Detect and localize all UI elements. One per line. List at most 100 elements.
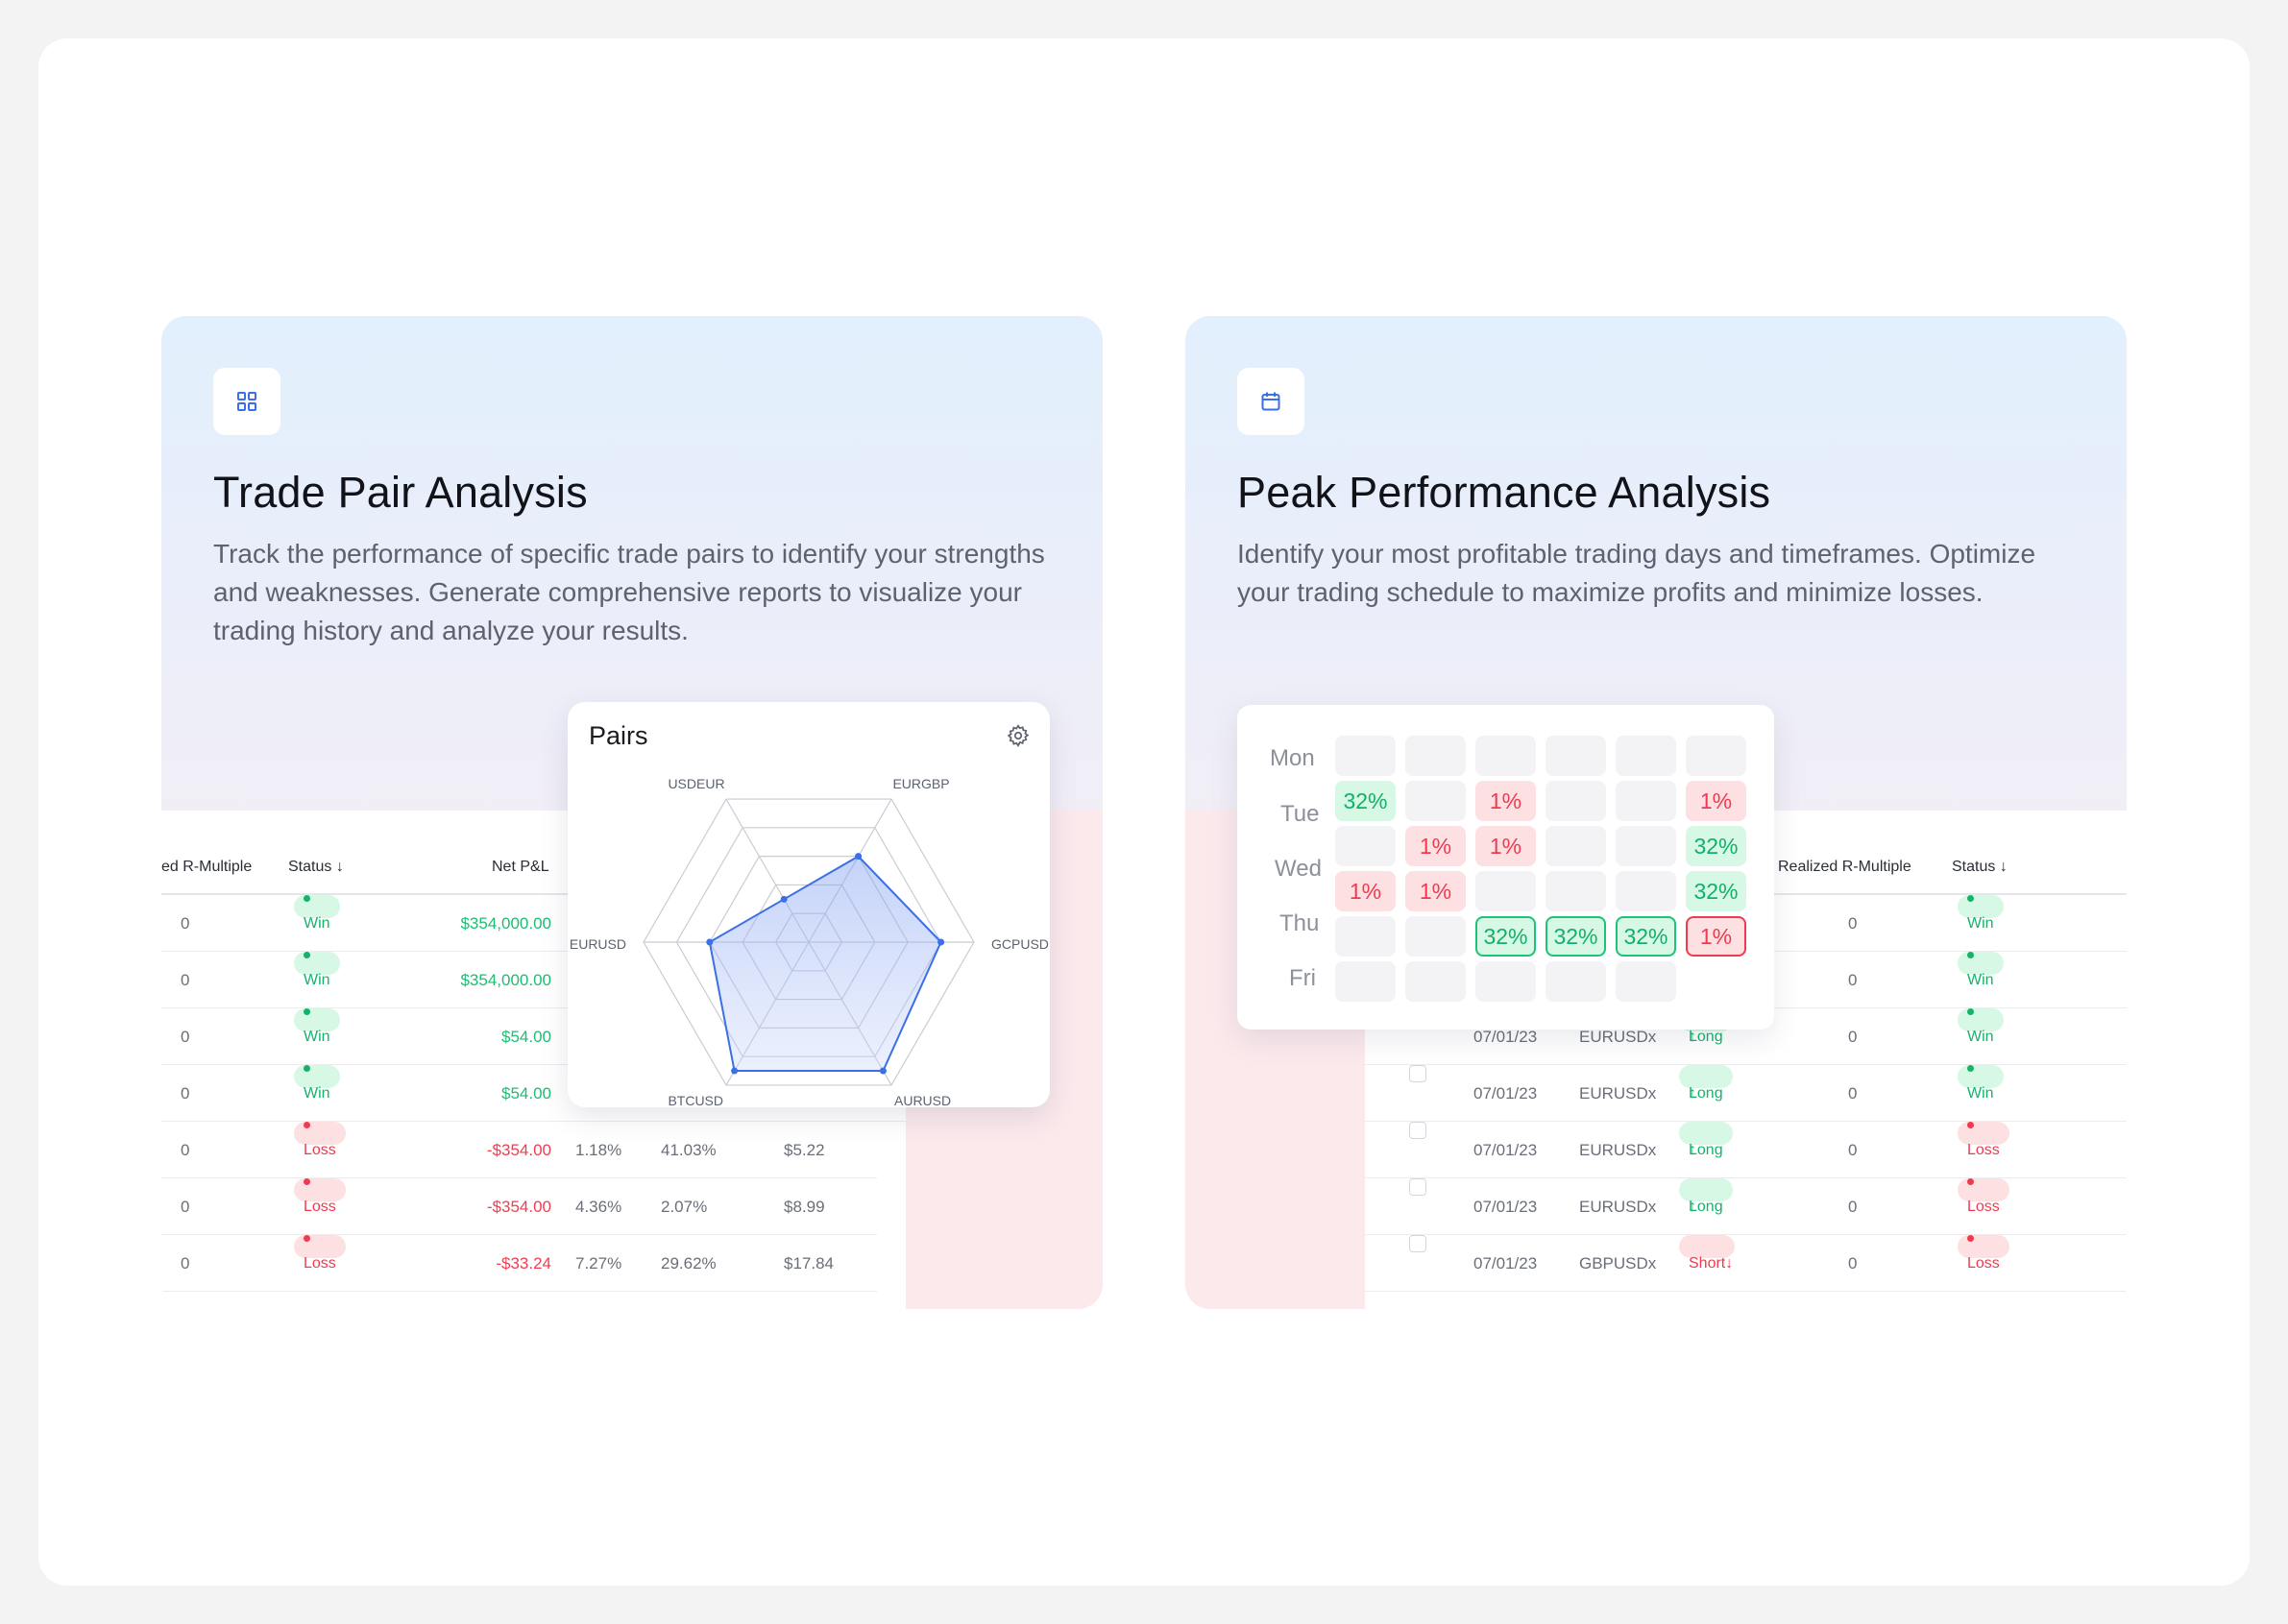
calendar-icon (1237, 368, 1304, 435)
r-multiple-cell: 0 (1848, 1084, 1858, 1103)
heatmap-cell[interactable] (1686, 736, 1746, 776)
heatmap-cell[interactable] (1616, 961, 1676, 1002)
radar-axis-label: EURGBP (892, 776, 949, 791)
heatmap-cell[interactable] (1616, 781, 1676, 821)
status-badge: Win (1958, 1065, 2004, 1102)
heatmap-cell[interactable] (1546, 826, 1606, 866)
radar-point-usdeur[interactable] (780, 895, 788, 903)
table-row[interactable]: 0 Win $54.00 (161, 1008, 906, 1065)
r-multiple-cell: 0 (181, 1254, 190, 1273)
date-cell: 07/01/23 (1473, 1028, 1538, 1046)
pair-cell: EURUSDx (1579, 1084, 1657, 1103)
r-multiple-cell: 0 (181, 1028, 190, 1046)
heatmap-cell[interactable] (1546, 871, 1606, 911)
value-cell: $8.99 (784, 1198, 825, 1216)
net-pnl-cell: -$354.00 (486, 1141, 551, 1159)
heatmap-cell[interactable]: 32% (1686, 826, 1746, 866)
direction-label: Long (1689, 1142, 1723, 1158)
status-label: Loss (304, 1255, 336, 1272)
status-badge: Loss (1958, 1235, 2009, 1272)
r-multiple-cell: 0 (1848, 1254, 1858, 1273)
table-row[interactable]: 07/01/23 GBPUSDx Short ↓ 0 Loss (1365, 1235, 2127, 1292)
table-row[interactable]: 07/01/23 EURUSDx ↑ Long 0 Win (1365, 1065, 2127, 1122)
r-multiple-cell: 0 (181, 971, 190, 989)
percent-cell: 29.62% (661, 1254, 717, 1273)
value-cell: $17.84 (784, 1254, 834, 1273)
heatmap-cell[interactable]: 1% (1405, 871, 1466, 911)
header-realized-r-multiple: Realized R-Multiple (1778, 859, 1911, 875)
table-row[interactable]: 0 Loss -$354.00 1.18% 41.03% $5.22 (161, 1122, 877, 1178)
heatmap-cell[interactable] (1475, 961, 1536, 1002)
heatmap-cell[interactable] (1405, 736, 1466, 776)
table-row[interactable]: 0 Loss -$33.24 7.27% 29.62% $17.84 (161, 1235, 877, 1292)
heatmap-cell[interactable] (1475, 871, 1536, 911)
percent-cell: 4.36% (575, 1198, 622, 1216)
heatmap-cell[interactable] (1546, 781, 1606, 821)
heatmap-card: Mon Tue Wed Thu Fri 32% 1% 1% 1% 1% 32% 1% 1% 32% 32% 3… (1237, 705, 1774, 1030)
heatmap-cell[interactable] (1616, 736, 1676, 776)
heatmap-cell[interactable]: 1% (1335, 871, 1396, 911)
heatmap-cell[interactable]: 1% (1686, 781, 1746, 821)
heatmap-cell[interactable] (1405, 961, 1466, 1002)
heatmap-cell[interactable]: 32% (1686, 871, 1746, 911)
table-row[interactable]: 0 Win $54.00 (161, 1065, 906, 1122)
radar-chart: USDEUR EURGBP GCPUSD AURUSD BTCUSD EURUSD (570, 776, 1049, 1107)
pair-cell: GBPUSDx (1579, 1254, 1657, 1273)
radar-point-eurusd[interactable] (706, 938, 714, 946)
heatmap-cell[interactable] (1546, 736, 1606, 776)
r-multiple-cell: 0 (181, 1084, 190, 1103)
day-label-mon: Mon (1270, 745, 1315, 771)
net-pnl-cell: $354,000.00 (460, 971, 551, 989)
heatmap-cell[interactable] (1335, 736, 1396, 776)
heatmap-cell[interactable] (1475, 736, 1536, 776)
heatmap-cell[interactable] (1335, 916, 1396, 957)
heatmap-cell[interactable] (1335, 826, 1396, 866)
header-status[interactable]: Status ↓ (288, 853, 344, 882)
status-label: Win (304, 915, 330, 932)
heatmap-cell[interactable] (1616, 871, 1676, 911)
heatmap-cell[interactable]: 1% (1405, 826, 1466, 866)
radar-point-eurgbp[interactable] (855, 853, 863, 860)
status-badge: Win (294, 1065, 340, 1102)
status-label: Loss (1967, 1142, 2000, 1158)
table-row[interactable]: 0 Win $354,000.00 (161, 895, 906, 952)
r-multiple-cell: 0 (1848, 1198, 1858, 1216)
heatmap-cell[interactable]: 32% (1335, 781, 1396, 821)
direction-label: Long (1689, 1085, 1723, 1102)
gear-icon[interactable] (1006, 723, 1031, 753)
pair-cell: EURUSDx (1579, 1028, 1657, 1046)
heatmap-cell[interactable]: 1% (1475, 781, 1536, 821)
heatmap-cell[interactable]: 32% (1616, 916, 1676, 957)
status-label: Win (304, 1085, 330, 1102)
radar-point-gcpusd[interactable] (937, 938, 945, 946)
direction-label: Long (1689, 1029, 1723, 1045)
table-row[interactable]: 0 Win $354,000.00 (161, 952, 906, 1008)
r-multiple-cell: 0 (181, 1141, 190, 1159)
heatmap-cell[interactable] (1405, 916, 1466, 957)
heatmap-cell[interactable] (1616, 826, 1676, 866)
direction-label: Long (1689, 1199, 1723, 1215)
radar-axis-label: USDEUR (668, 776, 724, 791)
status-badge: Win (1958, 1008, 2004, 1045)
heatmap-cell[interactable]: 32% (1475, 916, 1536, 957)
radar-point-btcusd[interactable] (731, 1067, 739, 1075)
day-label-tue: Tue (1280, 801, 1320, 827)
heatmap-cell[interactable]: 1% (1686, 916, 1746, 957)
table-row[interactable]: 07/01/23 EURUSDx ↑ Long 0 Loss (1365, 1122, 2127, 1178)
status-badge: Loss (1958, 1178, 2009, 1215)
heatmap-cell[interactable] (1546, 961, 1606, 1002)
heatmap-cell[interactable]: 32% (1546, 916, 1606, 957)
direction-badge: ↑ Long (1679, 1122, 1733, 1158)
sort-arrow-icon: ↓ (335, 859, 344, 875)
table-row[interactable]: 07/01/23 EURUSDx ↑ Long 0 Loss (1365, 1178, 2127, 1235)
card-title: Peak Performance Analysis (1237, 468, 1771, 517)
heatmap-cell[interactable] (1405, 781, 1466, 821)
table-row[interactable]: 0 Loss -$354.00 4.36% 2.07% $8.99 (161, 1178, 877, 1235)
heatmap-cell[interactable]: 1% (1475, 826, 1536, 866)
header-status[interactable]: Status ↓ (1952, 853, 2008, 882)
r-multiple-cell: 0 (1848, 1141, 1858, 1159)
radar-axis-label: BTCUSD (668, 1093, 723, 1107)
heatmap-cell[interactable] (1335, 961, 1396, 1002)
radar-point-aurusd[interactable] (879, 1067, 887, 1075)
header-status-label: Status (1952, 859, 1996, 875)
